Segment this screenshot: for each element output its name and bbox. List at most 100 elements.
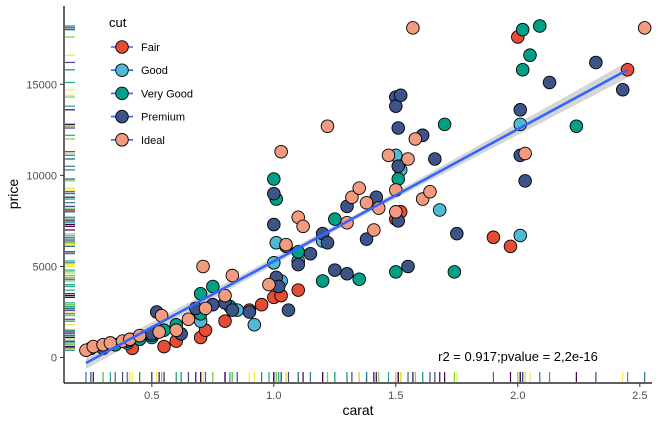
legend-title: cut — [109, 15, 127, 30]
legend-key-premium — [115, 109, 129, 124]
point-ideal — [408, 132, 423, 146]
point-good — [513, 228, 527, 243]
x-tick-label: 1.0 — [266, 390, 281, 402]
point-ideal — [218, 288, 232, 303]
point-premium — [340, 266, 354, 281]
point-ideal — [225, 268, 240, 283]
x-axis-title: carat — [342, 402, 373, 418]
point-premium — [615, 83, 630, 97]
point-fair — [218, 314, 232, 328]
point-premium — [267, 186, 281, 201]
point-premium — [320, 236, 335, 250]
point-ideal — [169, 323, 183, 337]
y-tick-label: 10000 — [26, 170, 57, 182]
point-premium — [359, 232, 374, 246]
point-ideal — [401, 152, 415, 166]
annotation-text: r2 = 0.917;pvalue = 2,2e-16 — [438, 349, 598, 364]
point-premium — [450, 226, 464, 241]
y-tick-label: 0 — [51, 353, 57, 365]
point-good — [432, 203, 447, 217]
point-ideal — [262, 277, 276, 292]
point-ideal — [181, 312, 196, 327]
legend-label-good: Good — [141, 65, 168, 77]
point-premium — [267, 217, 281, 232]
point-premium — [401, 259, 415, 274]
point-ideal — [352, 181, 366, 195]
point-premium — [428, 152, 442, 166]
rug-layer — [65, 25, 646, 382]
point-premium — [225, 303, 240, 317]
point-very-good — [447, 265, 462, 279]
point-premium — [542, 75, 557, 90]
point-ideal — [381, 148, 396, 163]
point-very-good — [523, 48, 537, 62]
point-very-good — [569, 119, 584, 133]
point-very-good — [315, 274, 330, 288]
legend-key-fair — [115, 40, 129, 54]
regression-line — [85, 68, 629, 365]
x-tick-label: 2.5 — [632, 390, 647, 402]
point-ideal — [518, 146, 532, 161]
point-very-good — [437, 117, 452, 132]
legend-label-premium: Premium — [141, 112, 185, 124]
regression-line-layer — [85, 68, 629, 365]
legend-label-very-good: Very Good — [141, 88, 193, 100]
legend-key-very-good — [115, 86, 129, 101]
legend-label-fair: Fair — [141, 42, 160, 54]
point-premium — [328, 263, 342, 277]
point-premium — [303, 246, 318, 261]
point-ideal — [296, 219, 310, 234]
point-premium — [589, 55, 603, 70]
point-premium — [291, 257, 305, 272]
point-ideal — [345, 190, 359, 204]
legend: cut Fair Good Very Good Premium Ideal — [109, 15, 193, 147]
point-fair — [291, 283, 305, 297]
point-premium — [391, 121, 406, 135]
point-fair — [503, 239, 518, 254]
point-very-good — [515, 62, 530, 77]
point-fair — [157, 339, 171, 354]
point-ideal — [637, 21, 652, 35]
point-very-good — [352, 272, 366, 286]
point-premium — [242, 305, 257, 319]
point-premium — [391, 159, 406, 174]
point-premium — [393, 88, 408, 102]
point-very-good — [328, 212, 342, 226]
legend-key-good — [115, 63, 129, 77]
point-ideal — [367, 223, 381, 237]
points-layer — [79, 19, 652, 357]
point-ideal — [152, 325, 166, 339]
point-ideal — [320, 119, 335, 133]
point-ideal — [389, 205, 403, 219]
legend-label-ideal: Ideal — [141, 135, 165, 147]
point-very-good — [267, 172, 281, 186]
point-premium — [518, 174, 532, 188]
point-ideal — [359, 195, 374, 210]
x-tick-label: 2.0 — [510, 390, 525, 402]
point-ideal — [274, 144, 288, 159]
point-very-good — [533, 19, 547, 33]
point-ideal — [406, 21, 420, 35]
legend-key-ideal — [115, 133, 129, 147]
y-tick-label: 15000 — [26, 79, 57, 91]
point-ideal — [279, 237, 293, 252]
point-very-good — [389, 265, 403, 279]
point-very-good — [206, 279, 220, 294]
point-very-good — [515, 22, 530, 37]
point-ideal — [198, 301, 213, 316]
point-premium — [513, 103, 527, 117]
y-axis-title: price — [5, 179, 21, 210]
point-ideal — [423, 185, 437, 199]
point-good — [247, 317, 262, 332]
point-premium — [281, 303, 296, 317]
point-fair — [254, 297, 269, 312]
x-tick-label: 1.5 — [388, 390, 403, 402]
point-ideal — [196, 259, 210, 274]
y-tick-label: 5000 — [33, 261, 57, 273]
point-very-good — [391, 172, 406, 186]
point-fair — [486, 230, 501, 245]
axes: 0.5 1.0 1.5 2.0 2.5 0 5000 10000 15000 — [26, 6, 652, 402]
x-tick-label: 0.5 — [144, 390, 159, 402]
